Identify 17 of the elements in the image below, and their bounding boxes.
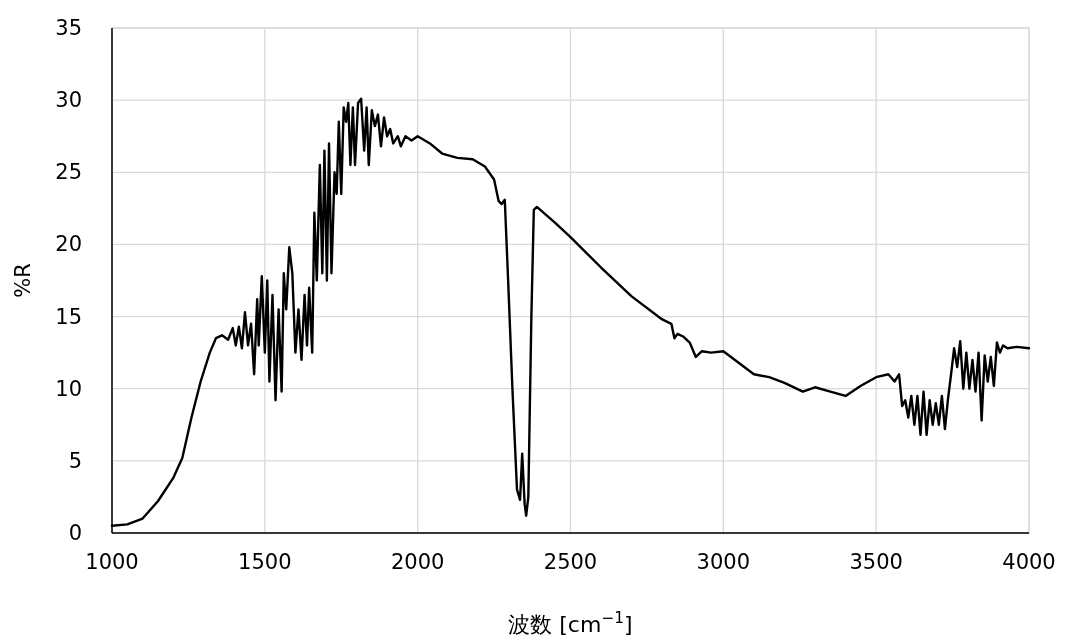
x-tick-label: 1000 xyxy=(85,550,139,574)
y-tick-label: 0 xyxy=(68,521,82,545)
x-tick-label: 4000 xyxy=(1002,550,1056,574)
y-tick-label: 15 xyxy=(55,304,82,329)
y-tick-label: 30 xyxy=(55,88,82,113)
y-tick-label: 10 xyxy=(55,376,82,401)
y-tick-label: 35 xyxy=(55,16,82,40)
y-tick-label: 20 xyxy=(55,232,82,257)
x-tick-label: 1500 xyxy=(238,550,292,574)
y-tick-label: 25 xyxy=(55,160,82,185)
y-tick-label: 5 xyxy=(68,448,82,473)
x-axis-title: 波数 [cm$^{−1}$] xyxy=(508,609,633,637)
y-axis-title: %R xyxy=(11,263,35,298)
x-tick-label: 2000 xyxy=(390,550,445,574)
x-tick-label: 2500 xyxy=(543,550,598,574)
x-tick-label: 3500 xyxy=(849,550,903,574)
x-tick-label: 3000 xyxy=(696,550,751,574)
